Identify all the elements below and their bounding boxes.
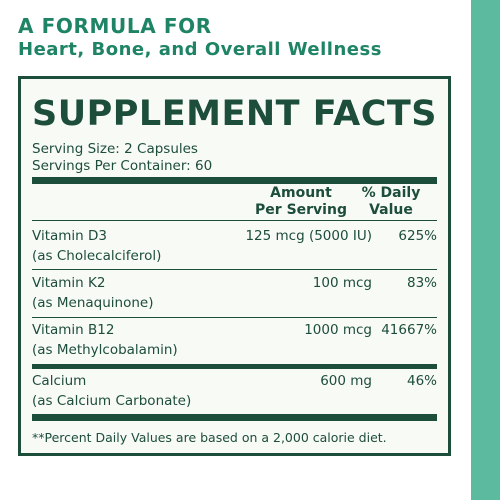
row-divider [32, 269, 437, 270]
nutrient-row-vitamin-b12: Vitamin B12 (as Methylcobalamin) [32, 320, 178, 360]
headline-line-2: Heart, Bone, and Overall Wellness [18, 39, 382, 60]
nutrient-source: (as Menaquinone) [32, 295, 154, 311]
daily-value-column-header: % Daily Value [355, 185, 427, 219]
nutrient-name: Vitamin B12 [32, 322, 115, 338]
nutrient-row-calcium: Calcium (as Calcium Carbonate) [32, 371, 191, 411]
serving-size: Serving Size: 2 Capsules [32, 141, 198, 157]
thick-divider [32, 364, 437, 369]
dv-header-line-2: Value [369, 202, 413, 218]
nutrient-daily-value: 46% [406, 373, 437, 389]
row-divider [32, 317, 437, 318]
nutrient-source: (as Cholecalciferol) [32, 248, 162, 264]
nutrient-source: (as Methylcobalamin) [32, 342, 178, 358]
thick-divider [32, 177, 437, 184]
headline-line-1: A FORMULA FOR [18, 14, 212, 38]
nutrient-name: Vitamin D3 [32, 228, 107, 244]
headline: A FORMULA FOR Heart, Bone, and Overall W… [18, 14, 468, 62]
nutrient-amount: 1000 mcg [304, 322, 372, 338]
nutrient-name: Calcium [32, 373, 87, 389]
nutrient-amount: 125 mcg (5000 IU) [245, 228, 372, 244]
servings-per-container: Servings Per Container: 60 [32, 158, 213, 174]
nutrient-amount: 600 mg [320, 373, 372, 389]
thick-divider [32, 414, 437, 421]
amount-header-line-1: Amount [270, 185, 332, 201]
amount-header-line-2: Per Serving [255, 202, 347, 218]
side-color-band [471, 0, 500, 500]
panel-title: SUPPLEMENT FACTS [32, 94, 437, 134]
nutrient-amount: 100 mcg [312, 275, 372, 291]
nutrient-daily-value: 83% [406, 275, 437, 291]
daily-value-footnote: **Percent Daily Values are based on a 2,… [32, 430, 387, 445]
nutrient-daily-value: 41667% [381, 322, 437, 338]
nutrient-source: (as Calcium Carbonate) [32, 393, 192, 409]
dv-header-line-1: % Daily [361, 185, 421, 201]
nutrient-daily-value: 625% [398, 228, 437, 244]
header-divider [32, 220, 437, 221]
supplement-facts-panel: SUPPLEMENT FACTS Serving Size: 2 Capsule… [18, 76, 451, 456]
amount-column-header: Amount Per Serving [249, 185, 353, 219]
nutrient-name: Vitamin K2 [32, 275, 106, 291]
nutrient-row-vitamin-d3: Vitamin D3 (as Cholecalciferol) [32, 226, 161, 266]
nutrient-row-vitamin-k2: Vitamin K2 (as Menaquinone) [32, 273, 153, 313]
